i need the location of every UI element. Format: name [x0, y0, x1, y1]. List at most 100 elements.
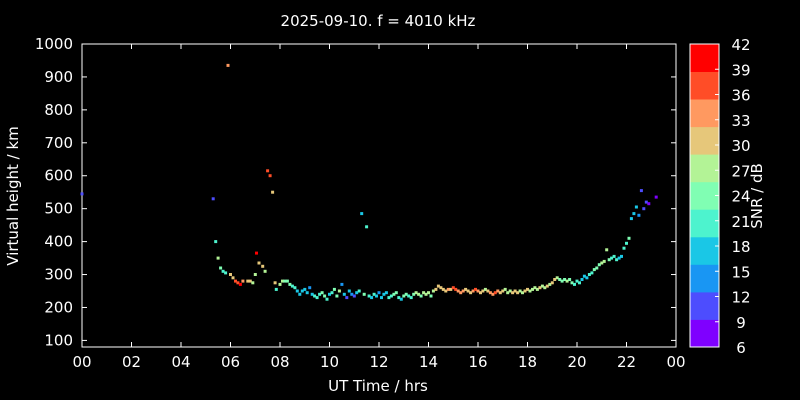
data-point [241, 279, 245, 283]
data-point [587, 273, 591, 276]
data-point [632, 212, 636, 216]
data-point [617, 256, 621, 260]
colorbar-tick-label: 36 [731, 87, 750, 105]
data-point [397, 296, 401, 300]
data-point [412, 292, 416, 296]
data-point [320, 291, 324, 295]
data-point [274, 287, 278, 291]
data-point [459, 291, 463, 295]
data-point [328, 292, 331, 296]
data-point [580, 278, 584, 281]
y-axis-title: Virtual height / km [4, 126, 22, 265]
data-point [372, 292, 376, 296]
data-point [585, 276, 589, 280]
data-point [540, 284, 544, 288]
data-point [295, 289, 299, 293]
data-point [236, 281, 240, 285]
data-point [308, 286, 312, 290]
data-point [600, 261, 604, 265]
data-point [446, 287, 450, 291]
data-point [516, 291, 520, 295]
data-point [634, 205, 638, 209]
data-point [419, 294, 423, 298]
x-axis: 00 02 04 06 08 10 12 14 16 18 20 22 00 [72, 44, 686, 371]
data-point [313, 294, 317, 298]
data-point [234, 279, 237, 283]
colorbar-segment [690, 291, 719, 320]
data-point [427, 291, 430, 295]
data-point [491, 292, 495, 296]
colorbar-segment [690, 44, 719, 72]
data-point [273, 281, 277, 285]
data-point [345, 296, 349, 300]
colorbar-tick-label: 27 [731, 162, 750, 180]
data-point [647, 202, 651, 206]
colorbar-tick-label: 24 [731, 188, 750, 206]
colorbar-segment [690, 71, 719, 100]
data-point [431, 289, 435, 293]
data-point [602, 259, 606, 263]
data-point [444, 289, 448, 293]
data-point [521, 291, 524, 295]
data-point [219, 266, 223, 270]
data-point [216, 256, 220, 260]
data-point [342, 292, 346, 296]
y-tick-label: 300 [44, 266, 73, 284]
data-point [486, 289, 490, 293]
data-point [526, 287, 529, 291]
data-point [238, 282, 242, 286]
data-point [332, 287, 336, 291]
y-tick-label: 1000 [35, 35, 73, 53]
data-point [330, 291, 334, 295]
data-point [365, 225, 369, 229]
data-point [531, 287, 534, 291]
colorbar-tick-label: 21 [731, 213, 750, 231]
data-point [246, 279, 250, 283]
colorbar-segment [690, 99, 719, 128]
data-point [555, 276, 559, 280]
colorbar: 6 9 12 15 18 21 24 27 30 33 36 39 42 [689, 36, 751, 357]
data-point [508, 289, 512, 293]
data-point [607, 258, 611, 262]
data-point [414, 291, 418, 295]
data-point [548, 282, 552, 286]
colorbar-title: SNR / dB [748, 163, 766, 229]
data-point [511, 291, 515, 295]
data-point [610, 256, 614, 260]
data-point [436, 284, 440, 288]
x-tick-label: 18 [518, 353, 537, 371]
colorbar-tick-label: 18 [731, 238, 750, 256]
colorbar-segment [690, 154, 719, 183]
data-point [595, 266, 599, 270]
colorbar-segment [690, 126, 719, 155]
data-point [350, 292, 354, 296]
data-point [637, 213, 641, 217]
data-point [528, 289, 532, 293]
colorbar-segment [690, 264, 719, 293]
data-point [402, 294, 406, 298]
x-tick-label: 02 [122, 353, 141, 371]
data-point [263, 269, 267, 273]
data-point [394, 291, 398, 295]
plot-frame [81, 43, 677, 348]
data-point [560, 279, 564, 283]
data-point [303, 287, 307, 291]
data-point [362, 292, 366, 296]
data-point [310, 292, 314, 296]
data-point [257, 261, 261, 265]
data-point [231, 276, 235, 280]
data-point [266, 169, 270, 173]
data-point [506, 291, 510, 295]
data-point [553, 278, 557, 281]
data-point [323, 294, 327, 298]
data-point [570, 281, 574, 285]
data-point [278, 282, 282, 286]
data-point [281, 279, 284, 283]
data-point [337, 289, 341, 293]
data-point [283, 279, 287, 283]
data-point [293, 286, 297, 290]
x-axis-title: UT Time / hrs [328, 377, 428, 395]
data-point [563, 278, 567, 281]
x-tick-label: 16 [468, 353, 487, 371]
y-tick-label: 100 [44, 331, 73, 349]
